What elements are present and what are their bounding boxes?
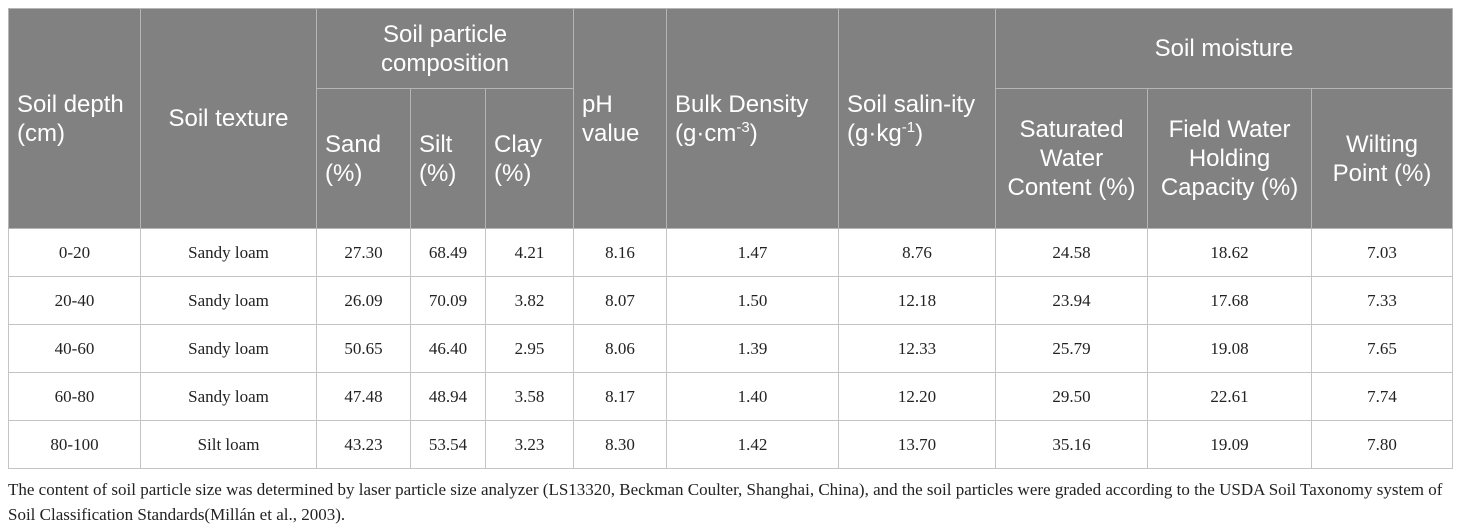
table-cell: 22.61 bbox=[1147, 372, 1313, 421]
header-cell: pH value bbox=[573, 8, 668, 229]
table-cell: 0-20 bbox=[8, 228, 141, 277]
table-cell: 8.16 bbox=[573, 228, 668, 277]
table-cell: 27.30 bbox=[316, 228, 411, 277]
table-cell: 7.33 bbox=[1311, 276, 1454, 325]
header-superscript: -1 bbox=[901, 118, 916, 136]
header-superscript: -3 bbox=[736, 118, 750, 136]
table-cell: 29.50 bbox=[995, 372, 1149, 421]
table-cell: 1.42 bbox=[666, 420, 840, 469]
table-cell: 3.58 bbox=[484, 372, 575, 421]
table-cell: 3.23 bbox=[484, 420, 575, 469]
table-body: 0-20 Sandy loam 27.30 68.49 4.21 8.16 1.47 8.76… bbox=[8, 228, 1454, 469]
table-row: 20-40 Sandy loam 26.09 70.09 3.82 8.07 1.50 12.… bbox=[8, 276, 1454, 325]
table-cell: 47.48 bbox=[316, 372, 411, 421]
header-cell: Sand (%) bbox=[316, 88, 411, 229]
table-cell: 70.09 bbox=[410, 276, 486, 325]
header-text: Silt (%) bbox=[419, 130, 457, 187]
header-text: Soil texture bbox=[168, 105, 289, 132]
table: Soil depth (cm) Soil texture Soil particle… bbox=[8, 8, 1454, 469]
table-cell: 40-60 bbox=[8, 324, 141, 373]
table-cell: 53.54 bbox=[410, 420, 486, 469]
table-cell: 7.03 bbox=[1311, 228, 1454, 277]
table-cell: 80-100 bbox=[8, 420, 141, 469]
table-cell: Sandy loam bbox=[140, 324, 317, 373]
header-cell: Wilting Point (%) bbox=[1311, 88, 1454, 229]
table-cell: 17.68 bbox=[1147, 276, 1313, 325]
table-cell: 46.40 bbox=[410, 324, 486, 373]
table-row: 40-60 Sandy loam 50.65 46.40 2.95 8.06 1.39 12.… bbox=[8, 324, 1454, 373]
header-text: Bulk Density (g·cm bbox=[675, 90, 809, 147]
table-cell: 35.16 bbox=[995, 420, 1149, 469]
header-cell: Silt (%) bbox=[410, 88, 486, 229]
table-container: Soil depth (cm) Soil texture Soil particle… bbox=[8, 8, 1454, 469]
table-cell: 8.76 bbox=[838, 228, 997, 277]
header-text: Clay (%) bbox=[494, 130, 543, 187]
header-cell: Field Water Holding Capacity (%) bbox=[1147, 88, 1313, 229]
table-cell: 68.49 bbox=[410, 228, 486, 277]
header-cell: Saturated Water Content (%) bbox=[995, 88, 1149, 229]
table-cell: 7.80 bbox=[1311, 420, 1454, 469]
header-row: Soil depth (cm) Soil texture Soil particle… bbox=[8, 8, 1454, 229]
table-cell: 3.82 bbox=[484, 276, 575, 325]
table-cell: 19.09 bbox=[1147, 420, 1313, 469]
footnote: The content of soil particle size was de… bbox=[8, 480, 1443, 524]
header-cell: Soil texture bbox=[140, 8, 317, 229]
header-cell: Soil moisture bbox=[995, 8, 1454, 89]
table-cell: 18.62 bbox=[1147, 228, 1313, 277]
table-cell: 12.20 bbox=[838, 372, 997, 421]
table-cell: 26.09 bbox=[316, 276, 411, 325]
header-cell: Soil salin-ity (g·kg-1) bbox=[838, 8, 997, 229]
table-cell: 8.30 bbox=[573, 420, 668, 469]
header-text: Sand (%) bbox=[325, 130, 382, 187]
table-cell: 8.06 bbox=[573, 324, 668, 373]
header-cell: Clay (%) bbox=[484, 88, 575, 229]
table-row: 60-80 Sandy loam 47.48 48.94 3.58 8.17 1.40 12.… bbox=[8, 372, 1454, 421]
table-cell: 50.65 bbox=[316, 324, 411, 373]
header-text: ) bbox=[915, 119, 924, 147]
table-cell: 20-40 bbox=[8, 276, 141, 325]
table-row: 80-100 Silt loam 43.23 53.54 3.23 8.30 1.42 13.… bbox=[8, 420, 1454, 469]
table-cell: Sandy loam bbox=[140, 372, 317, 421]
table-cell: Sandy loam bbox=[140, 228, 317, 277]
table-cell: 43.23 bbox=[316, 420, 411, 469]
header-text: Soil moisture bbox=[1154, 35, 1294, 62]
table-row: 0-20 Sandy loam 27.30 68.49 4.21 8.16 1.47 8.76… bbox=[8, 228, 1454, 277]
table-cell: 60-80 bbox=[8, 372, 141, 421]
table-cell: 1.39 bbox=[666, 324, 840, 373]
header-text: ) bbox=[749, 119, 758, 147]
table-cell: 1.47 bbox=[666, 228, 840, 277]
header-row: Sand (%) Silt (%) Clay (%) Saturated Water … bbox=[9, 88, 1454, 229]
table-cell: 7.74 bbox=[1311, 372, 1454, 421]
table-cell: 4.21 bbox=[484, 228, 575, 277]
header-text: Wilting Point (%) bbox=[1332, 130, 1432, 187]
header-cell: Soil particle composition bbox=[315, 8, 575, 89]
header-text: Soil salin-ity (g·kg bbox=[847, 90, 976, 147]
table-cell: 7.65 bbox=[1311, 324, 1454, 373]
table-cell: 2.95 bbox=[484, 324, 575, 373]
table-cell: 1.50 bbox=[666, 276, 840, 325]
header-text: Field Water Holding Capacity (%) bbox=[1160, 116, 1299, 201]
table-cell: 8.07 bbox=[573, 276, 668, 325]
table-header: Soil depth (cm) Soil texture Soil particle… bbox=[8, 8, 1454, 229]
header-text: pH value bbox=[582, 90, 640, 147]
table-cell: 19.08 bbox=[1147, 324, 1313, 373]
table-cell: 23.94 bbox=[995, 276, 1149, 325]
table-cell: 25.79 bbox=[995, 324, 1149, 373]
table-cell: 12.18 bbox=[838, 276, 997, 325]
header-text: Soil particle composition bbox=[380, 20, 510, 77]
table-cell: 1.40 bbox=[666, 372, 840, 421]
header-cell: Bulk Density (g·cm-3) bbox=[666, 8, 840, 229]
table-cell: 24.58 bbox=[995, 228, 1149, 277]
table-cell: Sandy loam bbox=[140, 276, 317, 325]
table-cell: Silt loam bbox=[140, 420, 317, 469]
header-text: Saturated Water Content (%) bbox=[1007, 116, 1136, 201]
table-cell: 48.94 bbox=[410, 372, 486, 421]
table-cell: 12.33 bbox=[838, 324, 997, 373]
table-cell: 8.17 bbox=[573, 372, 668, 421]
table-cell: 13.70 bbox=[838, 420, 997, 469]
header-cell: Soil depth (cm) bbox=[8, 8, 141, 229]
header-text: Soil depth (cm) bbox=[17, 90, 124, 147]
